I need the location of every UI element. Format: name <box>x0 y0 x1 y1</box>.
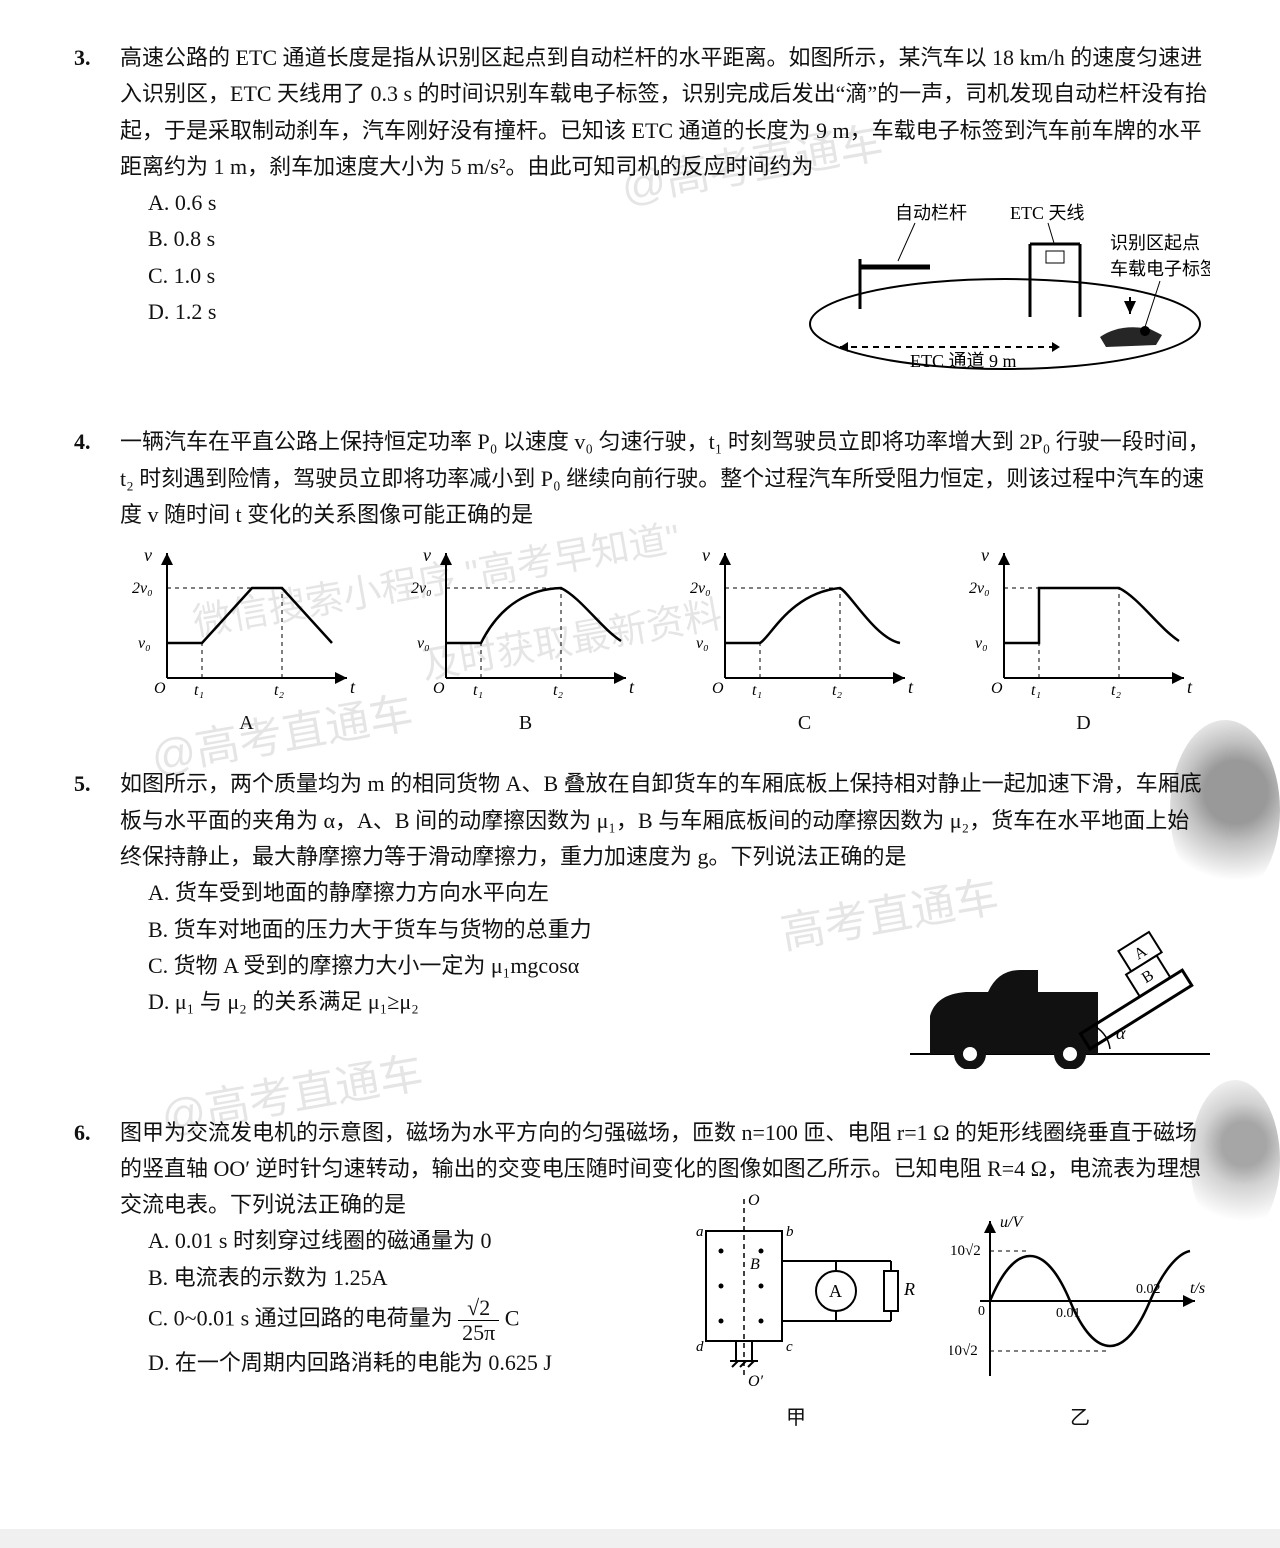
q6-figure-1: O O′ a b c d B <box>666 1191 926 1435</box>
svg-text:t/s: t/s <box>1190 1280 1205 1297</box>
q6-c-fraction: √2 25π <box>458 1296 499 1345</box>
question-5: 5. 如图所示，两个质量均为 m 的相同货物 A、B 叠放在自卸货车的车厢底板上… <box>120 766 1210 1088</box>
q6-c-pre: C. 0~0.01 s 通过回路的电荷量为 <box>148 1306 458 1331</box>
svg-text:t: t <box>908 677 914 697</box>
q6-fig1-caption: 甲 <box>666 1402 926 1435</box>
q4-label-b: B <box>399 707 652 740</box>
question-6: 6. 图甲为交流发电机的示意图，磁场为水平方向的匀强磁场，匝数 n=100 匝、… <box>120 1115 1210 1444</box>
q3-figure: ETC 通道 9 m 自动栏杆 ETC 天线 识别区起点 车载电子 <box>800 189 1210 390</box>
svg-text:B: B <box>1139 967 1157 987</box>
q4-text: 一辆汽车在平直公路上保持恒定功率 P₀ 以速度 v₀ 匀速行驶，t₁ 时刻驾驶员… <box>120 429 1210 527</box>
svg-text:t: t <box>350 677 356 697</box>
q4-chart-a: v t O v₀ 2v₀ t₁ t₂ A <box>120 543 373 740</box>
question-3: 3. 高速公路的 ETC 通道长度是指从识别区起点到自动栏杆的水平距离。如图所示… <box>120 40 1210 398</box>
q4-label-d: D <box>957 707 1210 740</box>
q3-start-label: 识别区起点 <box>1110 233 1200 253</box>
q4-chart-c: v t O v₀ 2v₀ t₁ t₂ C <box>678 543 931 740</box>
q3-barrier-label: 自动栏杆 <box>895 203 967 223</box>
svg-text:t₁: t₁ <box>752 682 762 699</box>
svg-text:t₁: t₁ <box>1031 682 1041 699</box>
svg-text:0.02: 0.02 <box>1136 1282 1161 1297</box>
svg-text:O: O <box>712 680 724 697</box>
svg-text:v₀: v₀ <box>975 635 988 652</box>
q6-c-post: C <box>505 1306 520 1331</box>
svg-text:a: a <box>696 1224 704 1240</box>
question-4: 4. 一辆汽车在平直公路上保持恒定功率 P₀ 以速度 v₀ 匀速行驶，t₁ 时刻… <box>120 424 1210 740</box>
q5-figure: B A α <box>910 879 1210 1080</box>
svg-text:u/V: u/V <box>1000 1214 1024 1231</box>
svg-text:t₁: t₁ <box>194 682 204 699</box>
svg-text:v₀: v₀ <box>417 635 430 652</box>
svg-text:O: O <box>433 680 445 697</box>
svg-text:v: v <box>423 545 431 565</box>
q3-lane-label: ETC 通道 9 m <box>910 351 1017 371</box>
svg-text:O: O <box>991 680 1003 697</box>
svg-text:v₀: v₀ <box>696 635 709 652</box>
q4-chart-b: v t O v₀ 2v₀ t₁ t₂ B <box>399 543 652 740</box>
svg-text:A: A <box>829 1281 842 1301</box>
svg-text:O′: O′ <box>748 1373 764 1390</box>
q6-fig2-caption: 乙 <box>950 1402 1210 1435</box>
svg-text:t: t <box>629 677 635 697</box>
svg-text:t₂: t₂ <box>1111 682 1121 699</box>
svg-text:B: B <box>750 1256 760 1273</box>
svg-text:-10√2: -10√2 <box>950 1343 978 1359</box>
svg-text:R: R <box>903 1279 915 1299</box>
q6-frac-den: 25π <box>458 1321 499 1345</box>
q4-label-a: A <box>120 707 373 740</box>
q3-text: 高速公路的 ETC 通道长度是指从识别区起点到自动栏杆的水平距离。如图所示，某汽… <box>120 45 1207 179</box>
q5-text: 如图所示，两个质量均为 m 的相同货物 A、B 叠放在自卸货车的车厢底板上保持相… <box>120 771 1202 869</box>
svg-text:t₂: t₂ <box>832 682 842 699</box>
svg-text:d: d <box>696 1339 704 1355</box>
svg-text:O: O <box>154 680 166 697</box>
q3-number: 3. <box>74 40 91 76</box>
svg-text:c: c <box>786 1339 793 1355</box>
svg-text:2v₀: 2v₀ <box>969 580 990 597</box>
svg-text:2v₀: 2v₀ <box>690 580 711 597</box>
svg-text:t₁: t₁ <box>473 682 483 699</box>
q5-number: 5. <box>74 766 91 802</box>
svg-text:v: v <box>981 545 989 565</box>
q4-label-c: C <box>678 707 931 740</box>
svg-text:O: O <box>748 1192 760 1209</box>
q6-figure-2: u/V t/s 10√2 -10√2 0 0.01 0.02 乙 <box>950 1211 1210 1435</box>
q6-frac-num: √2 <box>458 1296 499 1321</box>
q3-tag-label: 车载电子标签 <box>1110 259 1210 279</box>
q4-charts-row: v t O v₀ 2v₀ t₁ t₂ A <box>120 543 1210 740</box>
svg-text:v: v <box>144 545 152 565</box>
svg-text:v₀: v₀ <box>138 635 151 652</box>
q4-chart-d: v t O v₀ 2v₀ t₁ t₂ D <box>957 543 1210 740</box>
q3-antenna-label: ETC 天线 <box>1010 203 1085 223</box>
svg-text:t: t <box>1187 677 1193 697</box>
svg-text:2v₀: 2v₀ <box>132 580 153 597</box>
q4-number: 4. <box>74 424 91 460</box>
svg-text:10√2: 10√2 <box>950 1243 981 1259</box>
svg-text:α: α <box>1116 1023 1126 1043</box>
svg-text:t₂: t₂ <box>274 682 284 699</box>
q6-figures: O O′ a b c d B <box>666 1191 1210 1435</box>
svg-text:0: 0 <box>978 1304 985 1319</box>
svg-text:0.01: 0.01 <box>1056 1306 1081 1321</box>
q6-number: 6. <box>74 1115 91 1151</box>
svg-text:b: b <box>786 1224 794 1240</box>
svg-text:2v₀: 2v₀ <box>411 580 432 597</box>
svg-text:v: v <box>702 545 710 565</box>
svg-text:t₂: t₂ <box>553 682 563 699</box>
